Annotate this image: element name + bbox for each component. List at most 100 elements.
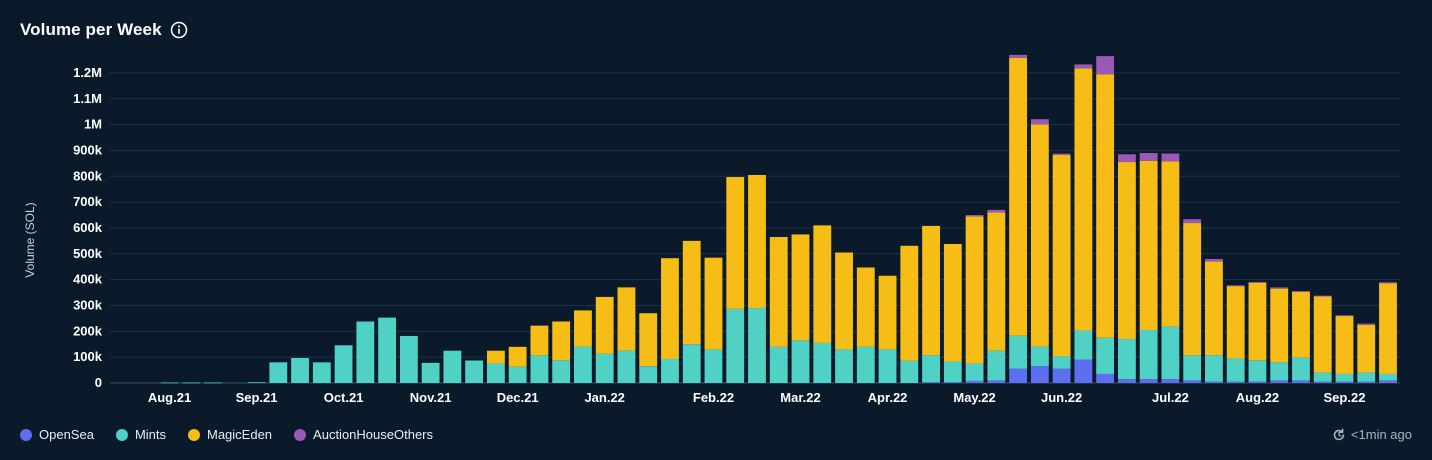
bar-mints[interactable] [1117,339,1136,380]
bar-mints[interactable] [1030,346,1049,367]
bar-mints[interactable] [421,362,440,383]
bar-magiceden[interactable] [835,252,853,350]
bar-magiceden[interactable] [639,313,658,367]
bar-auctionhouseothers[interactable] [1117,154,1136,163]
bar-mints[interactable] [1379,373,1397,381]
bar-mints[interactable] [856,346,875,383]
bar-mints[interactable] [704,349,723,383]
bar-auctionhouseothers[interactable] [1161,153,1180,162]
bar-mints[interactable] [639,366,658,383]
bar-auctionhouseothers[interactable] [1139,153,1158,161]
bar-opensea[interactable] [922,382,940,384]
bar-mints[interactable] [312,362,331,383]
bar-mints[interactable] [943,361,962,383]
bar-mints[interactable] [1052,356,1071,369]
bar-opensea[interactable] [1161,379,1180,383]
bar-mints[interactable] [399,335,418,383]
bar-mints[interactable] [182,382,201,384]
bar-auctionhouseothers[interactable] [1183,219,1202,224]
bar-opensea[interactable] [1009,368,1028,383]
bar-mints[interactable] [465,360,484,383]
bar-opensea[interactable] [1183,380,1202,383]
bar-magiceden[interactable] [1009,57,1028,336]
bar-magiceden[interactable] [1161,161,1180,327]
bar-auctionhouseothers[interactable] [1292,291,1310,292]
bar-opensea[interactable] [1205,381,1223,383]
bar-auctionhouseothers[interactable] [1096,56,1115,75]
bar-magiceden[interactable] [704,257,723,350]
bar-magiceden[interactable] [769,237,788,347]
bar-mints[interactable] [1248,360,1267,382]
bar-magiceden[interactable] [530,325,549,356]
bar-auctionhouseothers[interactable] [965,215,984,217]
bar-mints[interactable] [1226,358,1245,382]
bar-magiceden[interactable] [1139,160,1158,331]
bar-opensea[interactable] [1117,379,1136,383]
bar-magiceden[interactable] [1052,154,1071,357]
bar-mints[interactable] [835,349,853,383]
bar-auctionhouseothers[interactable] [1030,119,1049,125]
bar-auctionhouseothers[interactable] [987,209,1006,213]
bar-magiceden[interactable] [1292,291,1310,358]
bar-magiceden[interactable] [617,287,636,351]
bar-magiceden[interactable] [1096,74,1115,338]
bar-opensea[interactable] [1248,381,1267,383]
bar-mints[interactable] [682,344,701,383]
bar-mints[interactable] [661,358,679,383]
bar-magiceden[interactable] [595,296,614,354]
bar-magiceden[interactable] [1226,286,1245,359]
bar-mints[interactable] [965,363,984,381]
bar-mints[interactable] [508,366,527,383]
bar-mints[interactable] [1357,372,1376,382]
bar-magiceden[interactable] [748,174,766,309]
bar-magiceden[interactable] [486,350,505,364]
bar-magiceden[interactable] [878,275,897,350]
bar-mints[interactable] [378,317,397,383]
bar-opensea[interactable] [1139,379,1158,383]
bar-opensea[interactable] [1313,381,1332,383]
bar-magiceden[interactable] [1357,324,1376,373]
bar-magiceden[interactable] [791,234,810,341]
bar-magiceden[interactable] [508,346,527,367]
bar-mints[interactable] [1313,372,1332,382]
bar-mints[interactable] [595,353,614,383]
legend-item-opensea[interactable]: OpenSea [20,427,94,442]
bar-opensea[interactable] [1270,380,1289,383]
bar-magiceden[interactable] [1248,282,1267,361]
bar-auctionhouseothers[interactable] [1379,282,1397,284]
bar-mints[interactable] [1009,335,1028,369]
legend-item-magiceden[interactable]: MagicEden [188,427,272,442]
bar-mints[interactable] [1270,362,1289,381]
bar-auctionhouseothers[interactable] [1052,153,1071,155]
bar-magiceden[interactable] [682,240,701,345]
bar-mints[interactable] [1335,373,1354,382]
bar-mints[interactable] [204,382,222,384]
bar-mints[interactable] [1139,330,1158,380]
bar-magiceden[interactable] [661,258,679,359]
bar-mints[interactable] [1161,326,1180,380]
bar-mints[interactable] [486,363,505,383]
bar-opensea[interactable] [987,380,1006,383]
bar-mints[interactable] [1096,337,1115,374]
bar-auctionhouseothers[interactable] [1009,54,1028,58]
bar-magiceden[interactable] [726,177,745,309]
bar-magiceden[interactable] [922,225,940,356]
bar-mints[interactable] [334,345,353,383]
bar-magiceden[interactable] [1183,223,1202,356]
bar-opensea[interactable] [1052,368,1071,383]
bar-mints[interactable] [769,346,788,383]
bar-auctionhouseothers[interactable] [1357,323,1376,325]
bar-mints[interactable] [748,308,766,383]
bar-mints[interactable] [574,346,592,383]
bar-magiceden[interactable] [1270,288,1289,363]
bar-magiceden[interactable] [813,225,832,343]
bar-auctionhouseothers[interactable] [1313,295,1332,297]
bar-magiceden[interactable] [987,212,1006,351]
bar-mints[interactable] [247,382,266,384]
bar-mints[interactable] [813,342,832,383]
bar-opensea[interactable] [965,380,984,383]
bar-mints[interactable] [617,350,636,383]
bar-auctionhouseothers[interactable] [1226,285,1245,287]
bar-mints[interactable] [878,349,897,383]
bar-magiceden[interactable] [900,245,919,361]
